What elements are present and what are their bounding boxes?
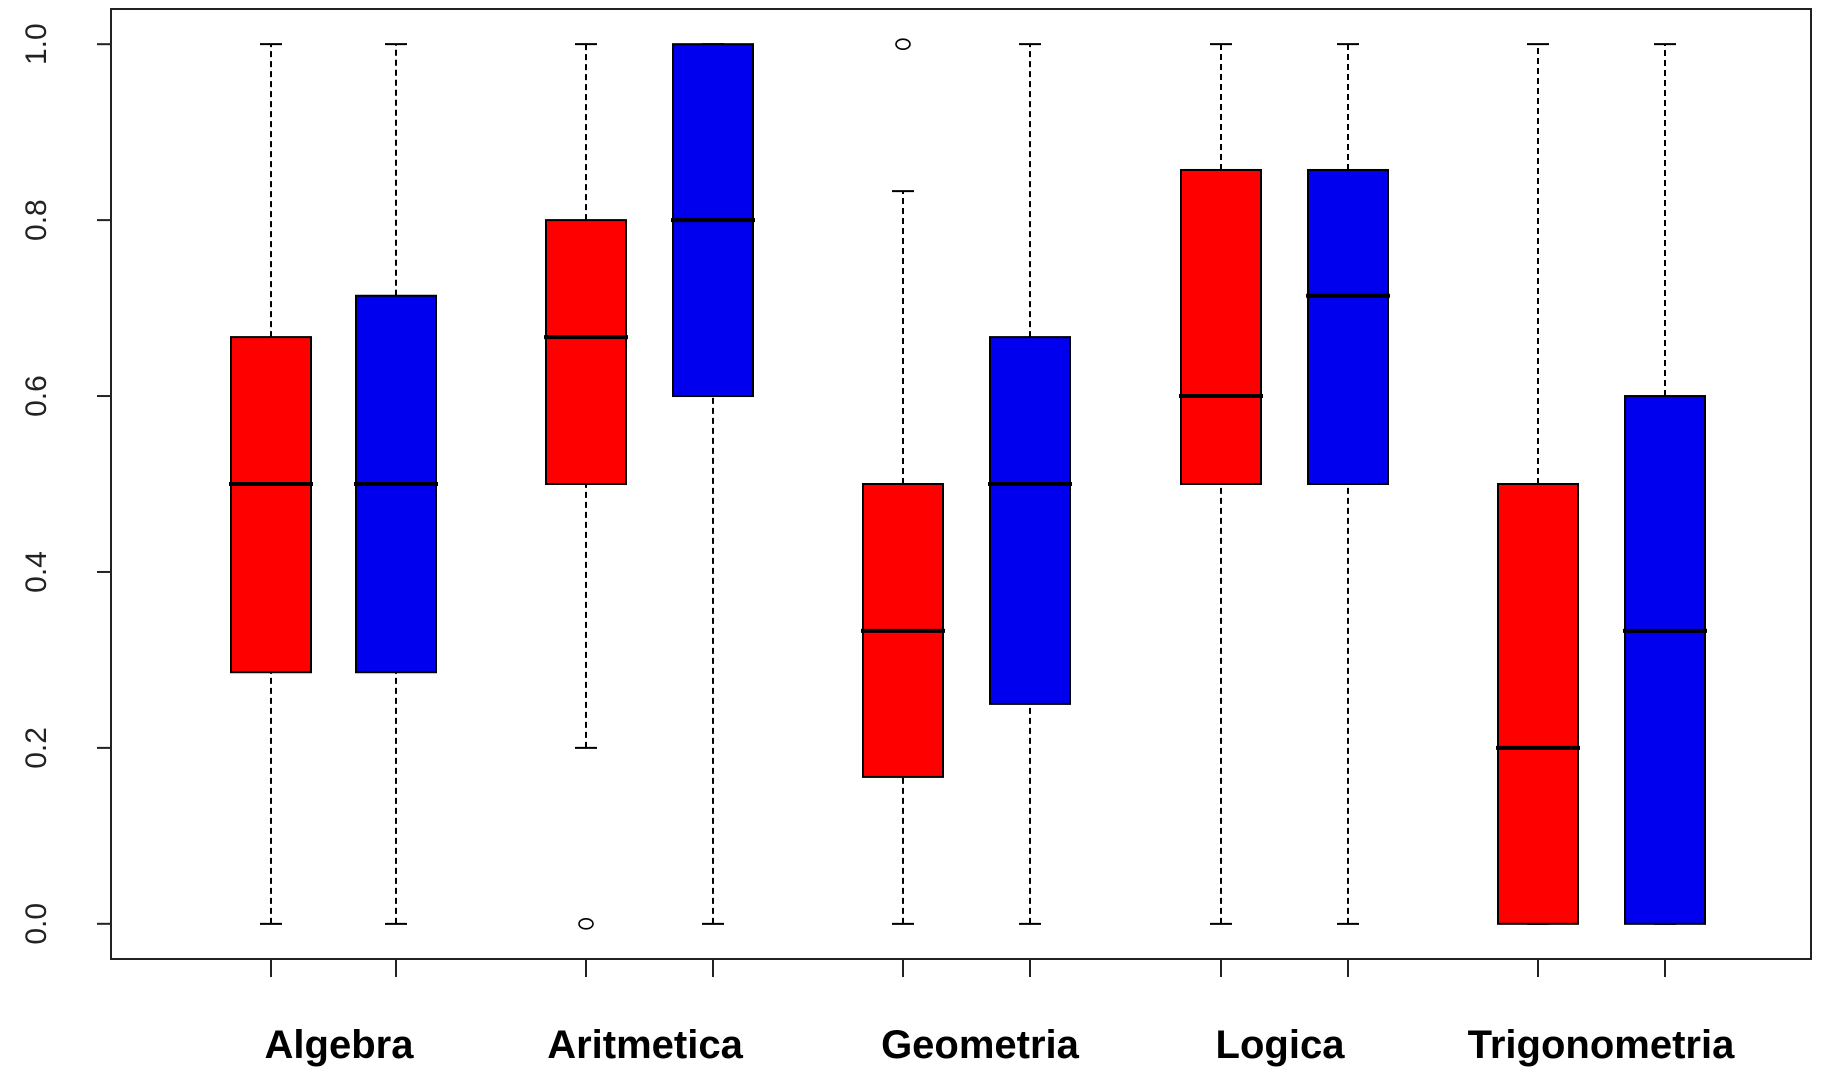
y-tick-label: 0.0 [20,903,53,945]
box-geometria-2 [988,43,1072,925]
x-axis: Algebra Aritmetica Geometria Logica Trigonom… [265,959,1735,1067]
box-algebra-1 [229,43,313,925]
box-body [1624,395,1706,925]
box-body [230,336,312,674]
box-body [1180,168,1262,485]
y-tick-label: 0.8 [20,199,53,241]
outlier-point [895,38,911,50]
box-geometria-1 [861,38,945,925]
box-body [989,336,1071,705]
x-category-label: Trigonometria [1468,1023,1735,1067]
x-category-label: Aritmetica [547,1023,743,1067]
y-tick-label: 1.0 [20,23,53,65]
y-tick-label: 0.6 [20,375,53,417]
boxes-layer [229,38,1707,930]
y-tick-label: 0.2 [20,727,53,769]
x-category-label: Geometria [881,1023,1080,1067]
x-category-label: Algebra [265,1023,415,1067]
box-body [1497,483,1579,925]
box-logica-2 [1306,43,1390,925]
box-algebra-2 [354,43,438,925]
box-body [545,219,627,485]
box-trigonometria-2 [1623,43,1707,925]
box-aritmetica-1 [544,43,628,930]
outlier-point [578,918,594,930]
box-body [1307,168,1389,485]
y-tick-label: 0.4 [20,551,53,593]
y-axis: 0.0 0.2 0.4 0.6 0.8 1.0 [20,9,112,959]
x-category-label: Logica [1216,1023,1346,1067]
box-aritmetica-2 [671,43,755,925]
box-logica-1 [1179,43,1263,925]
box-trigonometria-1 [1496,43,1580,925]
